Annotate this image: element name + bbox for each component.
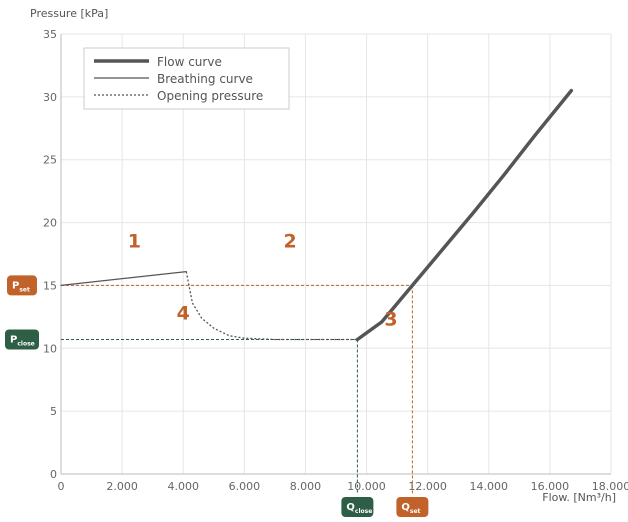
- x-tick-label: 4.000: [167, 480, 199, 493]
- y-tick-label: 5: [50, 405, 57, 418]
- y-tick-label: 0: [50, 468, 57, 481]
- region-labels: 1 2 3 4: [128, 231, 398, 331]
- badge-p-close: Pclose: [5, 329, 39, 350]
- region-label: 1: [128, 231, 141, 253]
- badge-label: Pclose: [10, 334, 35, 347]
- axes: [60, 34, 611, 475]
- badge-q-close: Qclose: [341, 497, 374, 517]
- region-label: 4: [177, 302, 190, 324]
- badge-background: [396, 497, 429, 517]
- legend-label-flow-curve: Flow curve: [157, 55, 222, 69]
- y-tick-label: 30: [43, 91, 57, 104]
- x-tick-label: 14.000: [470, 480, 509, 493]
- region-label: 2: [284, 231, 297, 253]
- y-axis-title: Pressure [kPa]: [30, 7, 108, 20]
- x-tick-label: 12.000: [408, 480, 447, 493]
- series-line-flow-curve: [355, 88, 574, 342]
- y-tick-label: 15: [43, 279, 57, 292]
- series-line-opening-pressure: [185, 271, 358, 341]
- badge-label: Qclose: [346, 502, 372, 515]
- region-label: 3: [384, 309, 397, 331]
- y-tick-label: 20: [43, 217, 57, 230]
- threshold-badges: Pset Pclose Qclose Qset: [5, 275, 429, 517]
- legend-label-opening-pressure: Opening pressure: [157, 89, 263, 103]
- series-lines: [60, 88, 574, 342]
- badge-label: Qset: [401, 502, 420, 515]
- y-tick-labels: 0 5 10 15 20 25 30 35: [43, 28, 57, 481]
- x-tick-label: 16.000: [531, 480, 570, 493]
- badge-background: [5, 329, 39, 350]
- x-tick-label: 0: [58, 480, 65, 493]
- y-tick-label: 25: [43, 154, 57, 167]
- badge-background: [7, 275, 37, 296]
- series-line-breathing-curve: [60, 270, 187, 287]
- x-axis-title: Flow. [Nm³/h]: [542, 491, 616, 504]
- x-tick-label: 8.000: [290, 480, 322, 493]
- badge-p-set: Pset: [7, 275, 37, 296]
- y-tick-label: 35: [43, 28, 57, 41]
- y-tick-label: 10: [43, 342, 57, 355]
- badge-q-set: Qset: [396, 497, 429, 517]
- x-tick-label: 10.000: [347, 480, 386, 493]
- legend: Flow curve Breathing curve Opening press…: [83, 47, 290, 110]
- badge-background: [341, 497, 374, 517]
- reference-lines: [61, 284, 413, 494]
- x-tick-label: 6.000: [229, 480, 261, 493]
- legend-label-breathing-curve: Breathing curve: [157, 72, 253, 86]
- badge-label: Pset: [12, 280, 30, 293]
- x-tick-label: 2.000: [106, 480, 138, 493]
- x-tick-label: 18.000: [592, 480, 628, 493]
